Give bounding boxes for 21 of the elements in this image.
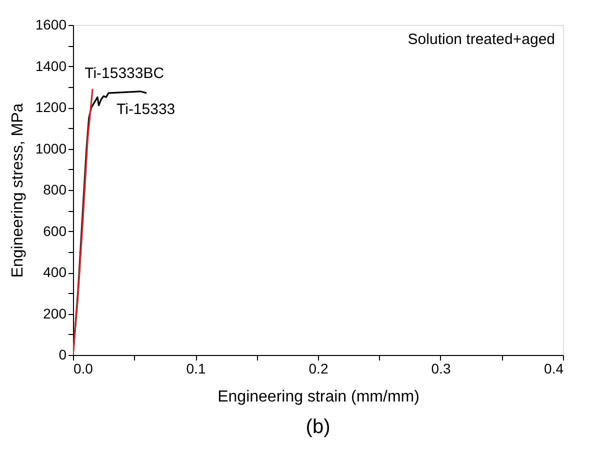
line-series [73, 88, 94, 355]
x-tick-label: 0.0 [74, 360, 94, 376]
x-tick-label: 0.4 [544, 360, 564, 376]
y-tick-label: 1600 [35, 16, 67, 32]
series-label: Ti-15333BC [84, 64, 164, 82]
y-tick-label: 1000 [35, 140, 67, 156]
y-tick-label: 600 [43, 222, 67, 239]
y-tick-label: 800 [43, 182, 67, 198]
annotation: Solution treated+aged [408, 31, 555, 48]
y-tick-label: 1400 [35, 58, 67, 74]
x-tick-label: 0.3 [431, 360, 451, 376]
y-tick-label: 0 [58, 346, 67, 362]
y-tick-label: 1200 [35, 99, 67, 115]
y-tick-label: 200 [43, 305, 67, 322]
y-axis-title: Engineering stress, MPa [9, 103, 26, 278]
series-label: Ti-15333 [116, 101, 176, 118]
text: (b) [306, 416, 330, 438]
x-tick-label: 0.1 [186, 360, 206, 376]
y-tick-label: 400 [43, 264, 67, 280]
x-axis-title: Engineering strain (mm/mm) [218, 388, 420, 406]
x-tick-label: 0.2 [308, 360, 328, 376]
